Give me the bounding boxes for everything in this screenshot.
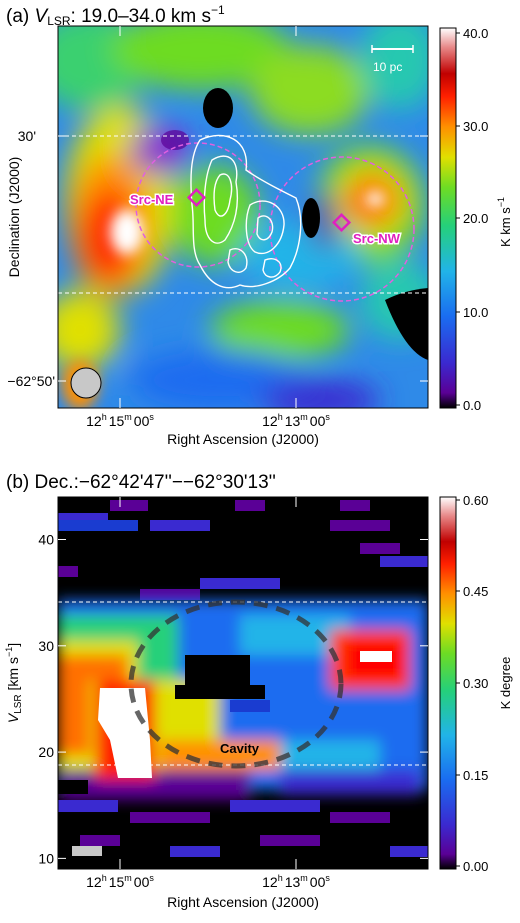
panel-a-ytick-1: −62°50' [7, 373, 55, 389]
panel-b-title: (b) Dec.:−62°42'47''−−62°30'13'' [6, 472, 276, 493]
panel-b-cbar-tick-1: 0.45 [463, 584, 488, 599]
src-ne-label: Src-NE [130, 192, 174, 207]
panel-b-xtick-0: 12h 15m 00s [86, 873, 154, 890]
panel-a-cbar-tick-1: 30.0 [463, 119, 488, 134]
panel-b-ytick-label-0: 40 [38, 532, 54, 548]
panel-a-title: (a) VLSR: 19.0–34.0 km s−1 [6, 3, 225, 28]
panel-b-xtick-1: 12h 13m 00s [262, 873, 330, 890]
panel-b-cbar-tick-4: 0.00 [463, 859, 488, 874]
panel-b-cbar-label: K degree [498, 657, 513, 710]
panel-a-colorbar [439, 27, 457, 409]
panel-a: (a) VLSR: 19.0–34.0 km s−1 [6, 3, 513, 447]
panel-b-cbar-tick-0: 0.60 [463, 493, 488, 508]
panel-a-cbar-label: K km s−1 [496, 197, 513, 247]
panel-b-ytick-label-1: 30 [38, 638, 54, 654]
panel-b-frame [57, 496, 429, 870]
panel-b-xlabel: Right Ascension (J2000) [167, 894, 319, 910]
beam-circle [70, 367, 102, 399]
panel-b-ytick-label-2: 20 [38, 744, 54, 760]
panel-a-ylabel: Declination (J2000) [6, 157, 22, 278]
panel-a-cbar-tick-2: 20.0 [463, 211, 488, 226]
panel-b: (b) Dec.:−62°42'47''−−62°30'13'' [4, 472, 513, 910]
cavity-label: Cavity [220, 741, 260, 756]
panel-b-cbar-tick-3: 0.15 [463, 768, 488, 783]
panel-b-ytick-label-3: 10 [38, 850, 54, 866]
panel-b-colorbar [439, 496, 457, 870]
src-nw-circle [269, 156, 415, 302]
src-nw-label: Src-NW [353, 231, 401, 246]
panel-b-map: Cavity [58, 497, 428, 869]
scale-bar-label: 10 pc [373, 60, 402, 74]
panel-a-xtick-1: 12h 13m 00s [262, 412, 330, 429]
src-ne-marker [186, 187, 207, 208]
panel-a-cbar-tick-0: 40.0 [463, 26, 488, 41]
cavity-ellipse [128, 599, 344, 769]
panel-a-cbar-tick-4: 0.0 [463, 398, 481, 413]
panel-a-xlabel: Right Ascension (J2000) [167, 431, 319, 447]
panel-b-ticks [119, 497, 297, 869]
velocity-resolution-box [72, 846, 102, 856]
panel-a-ticks [58, 26, 428, 408]
panel-a-map: Src-NE Src-NW 10 pc [58, 26, 428, 408]
src-nw-marker [331, 212, 352, 233]
panel-a-cbar-tick-3: 10.0 [463, 305, 488, 320]
panel-a-xtick-0: 12h 15m 00s [86, 412, 154, 429]
panel-b-ylabel: VLSR [km s−1] [4, 643, 24, 723]
panel-b-yticks: 40 30 20 10 [38, 532, 428, 866]
panel-b-cbar-tick-2: 0.30 [463, 676, 488, 691]
panel-a-ytick-0: 30' [18, 128, 36, 144]
panel-a-frame [57, 25, 429, 409]
contours [190, 134, 302, 289]
